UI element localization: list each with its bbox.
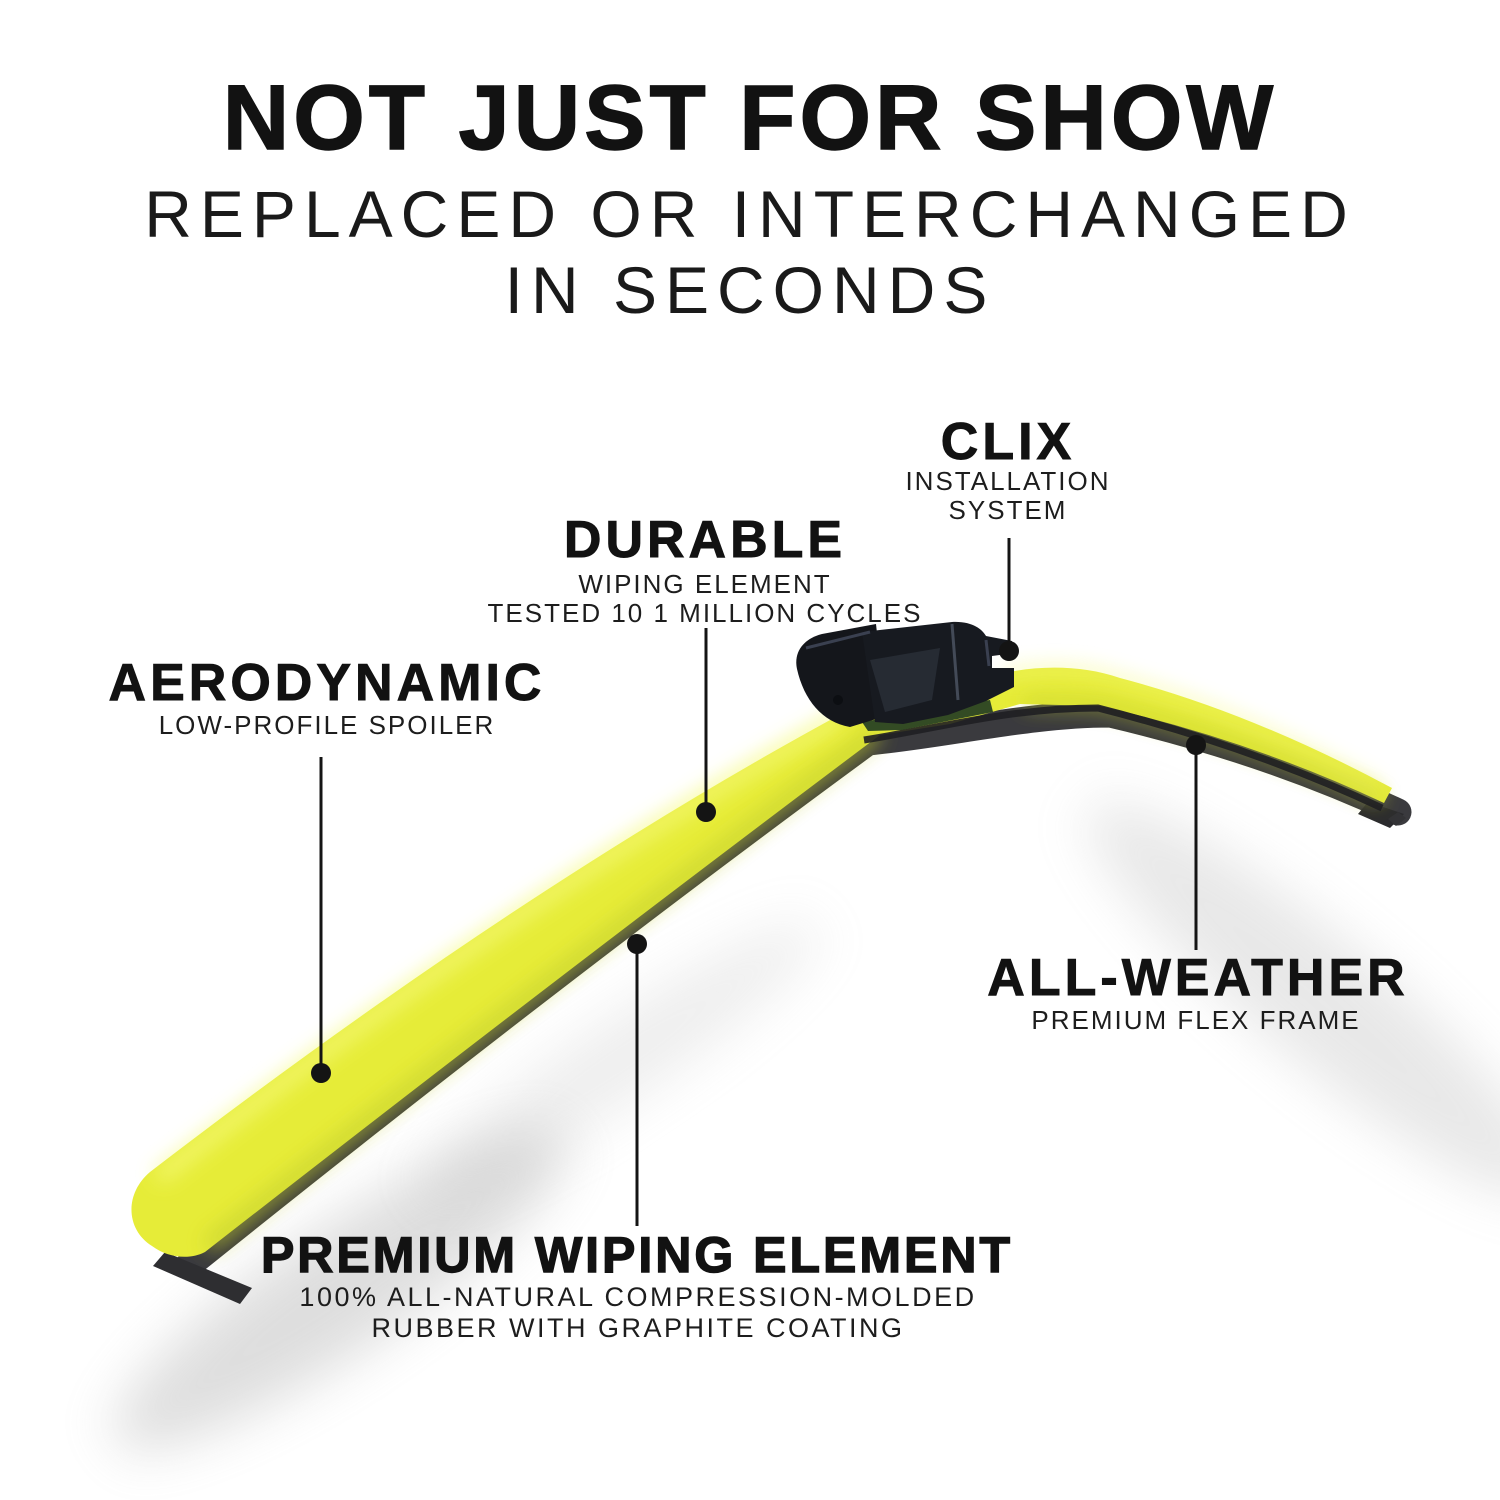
callout-dot-durable <box>696 802 716 822</box>
callout-title-premium: PREMIUM WIPING ELEMENT <box>260 1227 1014 1283</box>
callout-dot-premium <box>627 934 647 954</box>
callout-sub-clix-line2: SYSTEM <box>948 495 1068 525</box>
callout-sub-premium-line1: 100% ALL-NATURAL COMPRESSION-MOLDED <box>299 1282 977 1312</box>
page-subtitle-line2: IN SECONDS <box>504 253 996 327</box>
callout-title-aerodynamic: AERODYNAMIC <box>108 654 546 712</box>
callout-sub-durable-line2: TESTED 10 1 MILLION CYCLES <box>487 598 923 628</box>
callout-sub-clix-line1: INSTALLATION <box>905 466 1111 496</box>
adapter-shape <box>796 621 1015 731</box>
callout-title-clix: CLIX <box>940 413 1076 471</box>
callout-sub-durable: WIPING ELEMENT TESTED 10 1 MILLION CYCLE… <box>488 570 923 628</box>
callout-sub-durable-line1: WIPING ELEMENT <box>578 569 832 599</box>
callout-title-durable: DURABLE <box>563 511 847 569</box>
callout-sub-aerodynamic: LOW-PROFILE SPOILER <box>158 710 496 740</box>
callout-sub-premium-line2: RUBBER WITH GRAPHITE COATING <box>371 1313 905 1343</box>
callout-connectors <box>311 538 1206 1226</box>
callout-dot-clix <box>999 641 1019 661</box>
callout-title-all-weather: ALL-WEATHER <box>987 949 1409 1007</box>
callout-sub-all-weather: PREMIUM FLEX FRAME <box>1031 1005 1361 1035</box>
cast-shadow <box>113 801 1500 1450</box>
callout-sub-clix: INSTALLATION SYSTEM <box>905 467 1110 525</box>
callout-dot-aerodynamic <box>311 1063 331 1083</box>
callout-sub-premium: 100% ALL-NATURAL COMPRESSION-MOLDED RUBB… <box>299 1282 976 1344</box>
spoiler-shape <box>131 665 1392 1257</box>
page-subtitle-line1: REPLACED OR INTERCHANGED <box>144 177 1356 251</box>
page-title: NOT JUST FOR SHOW <box>222 67 1278 169</box>
callout-dot-all-weather <box>1186 735 1206 755</box>
